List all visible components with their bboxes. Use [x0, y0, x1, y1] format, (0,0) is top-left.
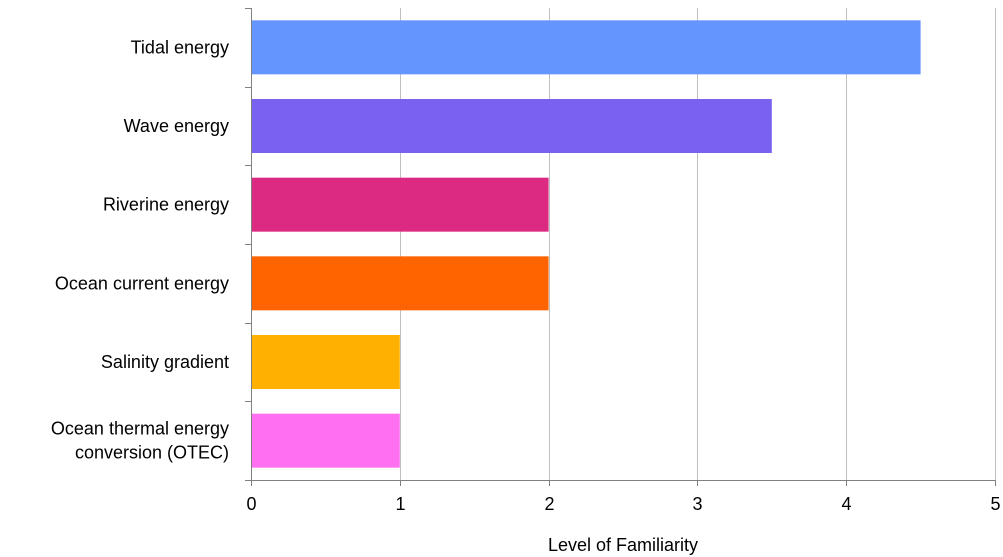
x-axis-title: Level of Familiarity — [548, 535, 698, 555]
bar-3 — [251, 177, 549, 232]
x-tick-label-0: 0 — [246, 494, 256, 514]
x-tick-label-5: 5 — [990, 494, 1000, 514]
gridlines — [400, 8, 996, 480]
labels: 0 1 2 3 4 5 Tidal energy Wave energy Riverine en… — [51, 37, 1001, 514]
bar-4 — [251, 256, 549, 311]
category-label-4: Ocean current energy — [55, 273, 229, 293]
axes — [245, 8, 996, 486]
bars — [251, 20, 921, 468]
bar-2 — [251, 99, 772, 153]
category-label-3: Riverine energy — [103, 195, 229, 215]
category-label-2: Wave energy — [124, 116, 229, 136]
bar-5 — [251, 335, 400, 389]
x-tick-label-1: 1 — [395, 494, 405, 514]
category-label-1: Tidal energy — [131, 37, 229, 57]
category-label-5: Salinity gradient — [101, 352, 229, 372]
bar-1 — [251, 20, 921, 75]
x-tick-label-4: 4 — [841, 494, 851, 514]
category-label-6: Ocean thermal energy conversion (OTEC) — [51, 419, 229, 463]
x-tick-label-3: 3 — [692, 494, 702, 514]
bar-6 — [251, 413, 400, 468]
x-tick-label-2: 2 — [544, 494, 554, 514]
